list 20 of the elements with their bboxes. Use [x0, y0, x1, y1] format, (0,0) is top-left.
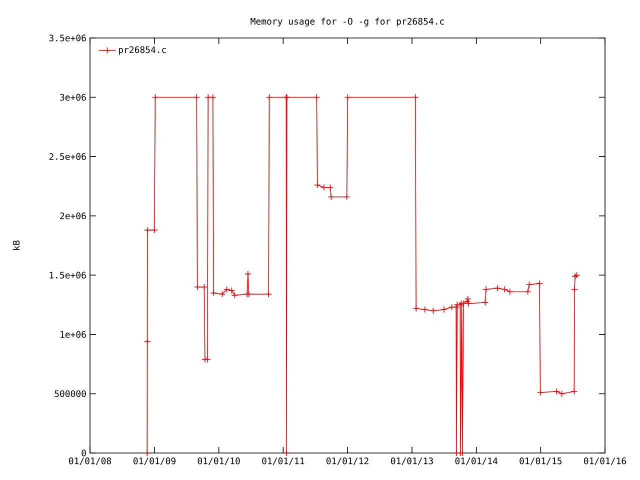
- y-tick-label: 3e+06: [60, 94, 86, 101]
- y-axis-title: kB: [12, 240, 20, 250]
- y-tick-label: 2.5e+06: [49, 153, 86, 160]
- x-tick-label: 01/01/08: [68, 458, 112, 466]
- y-tick-label: 1.5e+06: [50, 272, 86, 279]
- x-tick-label: 01/01/09: [133, 458, 176, 466]
- legend-label: pr26854.c: [118, 46, 166, 55]
- x-tick-label: 01/01/16: [584, 458, 626, 466]
- x-tick-label: 01/01/11: [262, 458, 304, 466]
- x-tick-label: 01/01/12: [326, 458, 368, 466]
- x-tick-label: 01/01/14: [455, 458, 498, 466]
- y-tick-label: 500000: [54, 390, 86, 398]
- x-tick-label: 01/01/15: [520, 458, 562, 466]
- y-tick-label: 2e+06: [60, 212, 86, 220]
- y-tick-label: 3.5e+06: [49, 34, 86, 42]
- y-tick-label: 0: [82, 450, 86, 456]
- chart-title: Memory usage for -O -g for pr26854.c: [250, 18, 444, 26]
- x-tick-label: 01/01/10: [198, 458, 240, 466]
- x-tick-label: 01/01/13: [390, 458, 433, 466]
- y-tick-label: 1e+06: [60, 331, 86, 338]
